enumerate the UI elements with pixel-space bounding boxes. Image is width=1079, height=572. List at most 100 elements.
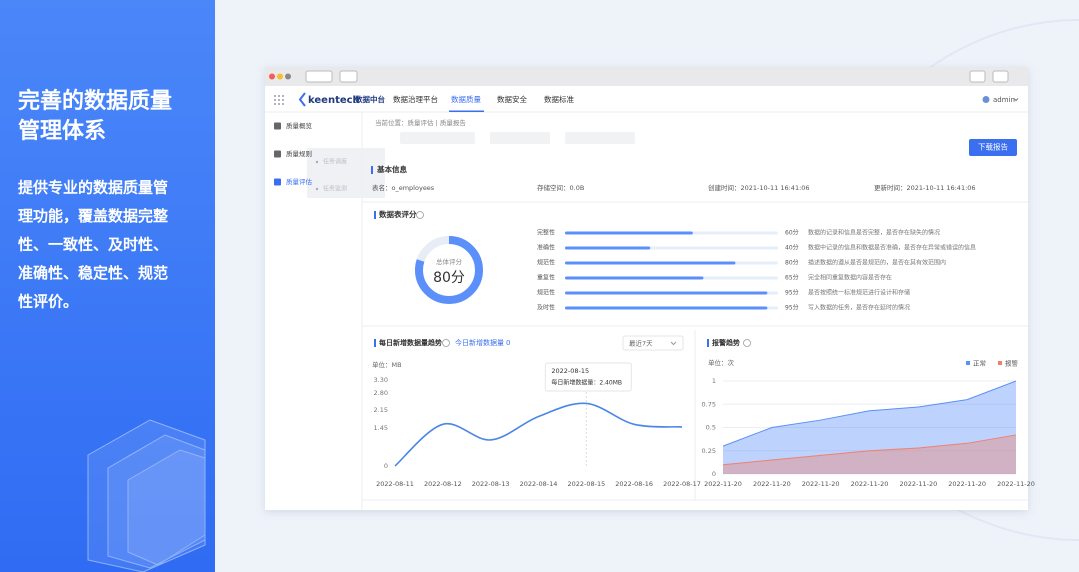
unit-label: 单位：次 <box>708 358 735 367</box>
blurred-filters <box>400 132 635 144</box>
area-fill <box>723 434 1016 474</box>
banner-description: 理功能，覆盖数据完整 <box>18 207 168 225</box>
y-tick-label: 0 <box>712 470 716 478</box>
score-name: 规范性 <box>537 289 555 297</box>
info-icon[interactable] <box>416 211 424 219</box>
user-caret <box>1013 98 1019 102</box>
user-avatar <box>982 96 990 103</box>
share-button[interactable] <box>969 70 986 83</box>
score-name: 规范性 <box>537 259 555 267</box>
window-zoom[interactable] <box>285 73 291 80</box>
chart-title: 每日新增数据量趋势 <box>379 338 442 347</box>
x-tick-label: 2022-11-20 <box>851 480 889 488</box>
score-name: 准确性 <box>537 244 555 252</box>
legend-swatch <box>998 361 1002 365</box>
area-line <box>722 380 1017 447</box>
x-tick-label: 2022-08-15 <box>567 480 605 488</box>
sidebar-icon <box>274 122 281 130</box>
banner-description: 准确性、稳定性、规范 <box>18 264 168 282</box>
tooltip-title: 2022-08-15 <box>551 367 589 375</box>
product-name: 数据中台 <box>355 94 385 104</box>
banner-description: 提供专业的数据质量管 <box>18 179 168 197</box>
nav-buttons[interactable] <box>305 70 333 83</box>
nav-item[interactable]: 数据安全 <box>497 94 527 104</box>
y-tick-label: 3.30 <box>374 376 388 384</box>
popup-bullet <box>315 160 319 164</box>
overall-score: 80分 <box>433 270 465 286</box>
info-field: 创建时间：2021-10-11 16:41:06 <box>708 183 810 192</box>
y-tick-label: 2.80 <box>374 389 388 397</box>
sidebar-item[interactable]: 质量概览 <box>286 121 313 130</box>
today-value: 0 <box>506 339 510 347</box>
score-name: 完整性 <box>537 229 555 237</box>
info-icon[interactable] <box>442 339 450 347</box>
window-minimize[interactable] <box>277 73 283 80</box>
nav-active-indicator <box>449 110 484 112</box>
score-value: 80分 <box>785 259 799 267</box>
cube-decor <box>87 419 206 572</box>
section-title: 数据表评分 <box>379 209 417 219</box>
chart-title: 报警趋势 <box>712 338 740 347</box>
score-name: 重复性 <box>537 274 555 282</box>
info-icon[interactable] <box>743 339 751 347</box>
score-bar <box>565 231 693 235</box>
sidebar-icon <box>274 178 281 186</box>
score-description: 描述数据的遵从是否是规范的，是否在其有效范围内 <box>808 259 946 267</box>
download-button[interactable] <box>969 139 1017 156</box>
unit-label: 单位：MB <box>372 360 402 369</box>
y-tick-label: 0.5 <box>706 424 716 432</box>
section-marker <box>374 211 376 219</box>
score-description: 完全相同重复数据内容是否存在 <box>808 274 892 282</box>
legend-swatch <box>966 361 970 365</box>
browser <box>265 67 1028 510</box>
score-value: 95分 <box>785 304 799 312</box>
sidebar-item[interactable]: 质量规则 <box>286 149 312 158</box>
sidebar-item[interactable]: 质量评估 <box>286 177 313 186</box>
info-field: 存储空间：0.0B <box>537 183 584 192</box>
legend-label: 正常 <box>973 359 986 368</box>
area-fill <box>723 381 1016 474</box>
nav-bar <box>265 86 1028 112</box>
y-tick-label: 1.45 <box>374 424 388 432</box>
window-close[interactable] <box>269 73 275 80</box>
section-title: 基本信息 <box>376 164 407 174</box>
score-description: 是否按照统一标准规范进行设计和存储 <box>808 289 910 297</box>
tabs-button[interactable] <box>992 70 1009 83</box>
select-caret <box>670 341 677 346</box>
tooltip-text: 每日新增数据量：2.40MB <box>551 379 622 387</box>
tooltip <box>544 362 632 392</box>
x-tick-label: 2022-08-16 <box>615 480 653 488</box>
banner-title: 完善的数据质量 <box>18 88 172 114</box>
overall-label: 总体评分 <box>436 257 463 266</box>
info-field: 更新时间：2021-10-11 16:41:06 <box>874 183 976 192</box>
donut-value <box>415 236 483 304</box>
nav-item[interactable]: 数据标准 <box>544 94 574 104</box>
apps-icon[interactable] <box>274 95 284 105</box>
popup-item[interactable]: 任务调度 <box>323 158 347 166</box>
range-select-label[interactable]: 最近7天 <box>629 339 653 348</box>
x-tick-label: 2022-08-13 <box>472 480 510 488</box>
range-select[interactable] <box>622 335 684 351</box>
score-bar <box>565 306 768 310</box>
user-name[interactable]: admin <box>993 96 1015 104</box>
x-tick-label: 2022-11-20 <box>753 480 791 488</box>
x-tick-label: 2022-08-12 <box>424 480 462 488</box>
nav-item[interactable]: 数据治理平台 <box>393 94 438 104</box>
download-button-label[interactable]: 下载报告 <box>978 142 1008 152</box>
x-tick-label: 2022-11-20 <box>948 480 986 488</box>
score-bar <box>565 276 704 280</box>
data-line <box>394 402 683 467</box>
nav-item[interactable]: 数据质量 <box>451 94 481 104</box>
browser-toolbar <box>265 67 1028 86</box>
x-tick-label: 2022-11-20 <box>704 480 742 488</box>
breadcrumb: 当前位置：质量评估 | 质量报告 <box>375 118 466 127</box>
score-description: 数据中记录的信息和数据是否准确，是否存在异常或错误的信息 <box>808 244 976 252</box>
x-tick-label: 2022-11-20 <box>802 480 840 488</box>
score-value: 60分 <box>785 229 799 237</box>
popup-item[interactable]: 任务监测 <box>323 185 347 193</box>
banner-description: 性、一致性、及时性、 <box>18 236 168 254</box>
sidebar-toggle[interactable] <box>339 70 358 83</box>
sidebar-icon <box>274 150 281 158</box>
score-value: 65分 <box>785 274 799 282</box>
